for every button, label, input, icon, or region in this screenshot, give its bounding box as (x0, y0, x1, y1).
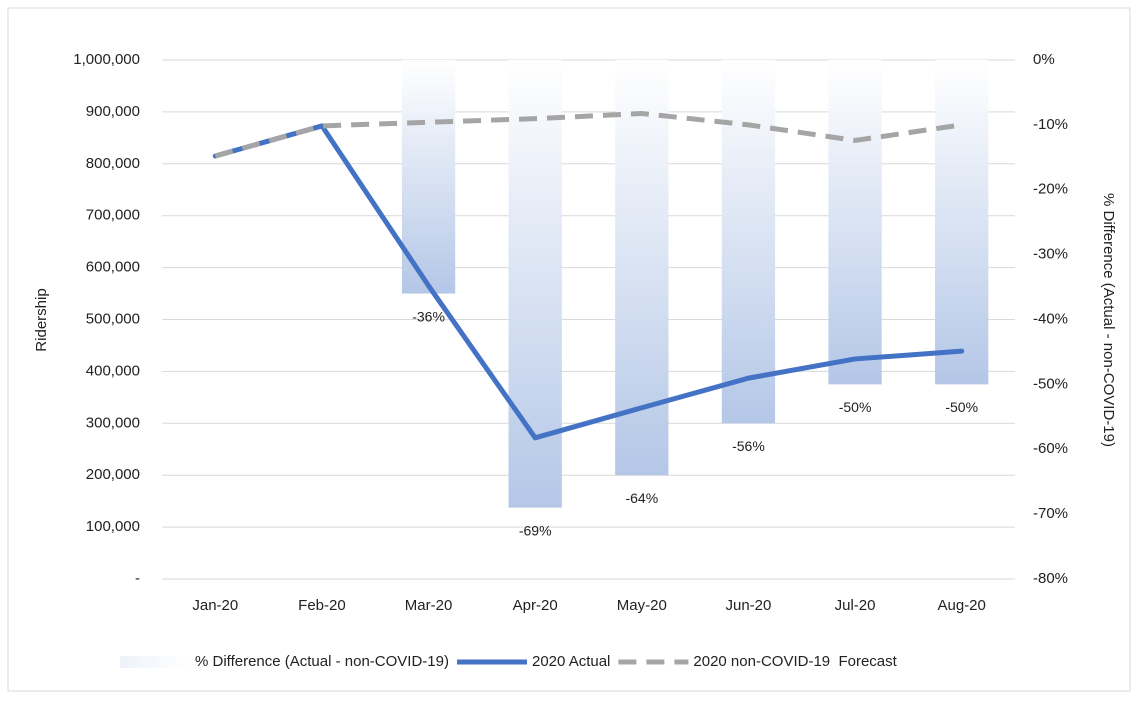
x-tick-label: Jun-20 (726, 597, 772, 614)
y2-tick-label: -80% (1033, 570, 1068, 587)
data-label: -50% (945, 399, 978, 415)
legend-swatch (120, 656, 190, 668)
y-tick-label: 500,000 (86, 310, 140, 327)
x-tick-label: Aug-20 (938, 597, 986, 614)
x-tick-label: Feb-20 (298, 597, 346, 614)
y2-tick-label: -20% (1033, 181, 1068, 198)
y-axis-title: Ridership (33, 288, 50, 351)
x-tick-label: Jan-20 (192, 597, 238, 614)
x-tick-label: Apr-20 (513, 597, 558, 614)
legend-label: 2020 non-COVID-19 Forecast (693, 653, 897, 670)
x-tick-label: May-20 (617, 597, 667, 614)
bar (721, 60, 776, 424)
y-tick-label: 700,000 (86, 207, 140, 224)
legend-label: 2020 Actual (532, 653, 610, 670)
data-label: -36% (412, 308, 445, 324)
chart-frame (7, 7, 1131, 692)
y-tick-label: 200,000 (86, 466, 140, 483)
data-label: -64% (625, 490, 658, 506)
line-series (214, 110, 963, 159)
data-label: -69% (519, 522, 552, 538)
data-label: -50% (839, 399, 872, 415)
y2-tick-label: 0% (1033, 51, 1055, 68)
y-tick-label: 600,000 (86, 259, 140, 276)
y-tick-label: 100,000 (86, 518, 140, 535)
bar (828, 60, 882, 385)
legend-label: % Difference (Actual - non-COVID-19) (195, 653, 449, 670)
y-tick-label: 1,000,000 (73, 51, 140, 68)
x-tick-label: Jul-20 (835, 597, 876, 614)
data-label: -56% (732, 438, 765, 454)
bar (935, 60, 989, 385)
y2-tick-label: -70% (1033, 505, 1068, 522)
y-tick-label: 800,000 (86, 155, 140, 172)
bar (508, 60, 562, 508)
y2-tick-label: -40% (1033, 310, 1068, 327)
y-tick-label: 900,000 (86, 103, 140, 120)
y2-axis-title: % Difference (Actual - non-COVID-19) (1100, 193, 1117, 447)
y2-tick-label: -60% (1033, 440, 1068, 457)
y2-tick-label: -50% (1033, 375, 1068, 392)
y-tick-label: 400,000 (86, 362, 140, 379)
y-tick-label: 300,000 (86, 414, 140, 431)
x-tick-label: Mar-20 (405, 597, 453, 614)
y2-tick-label: -10% (1033, 116, 1068, 133)
line-series (212, 123, 965, 441)
y-tick-label: - (135, 570, 140, 587)
y2-tick-label: -30% (1033, 246, 1068, 263)
